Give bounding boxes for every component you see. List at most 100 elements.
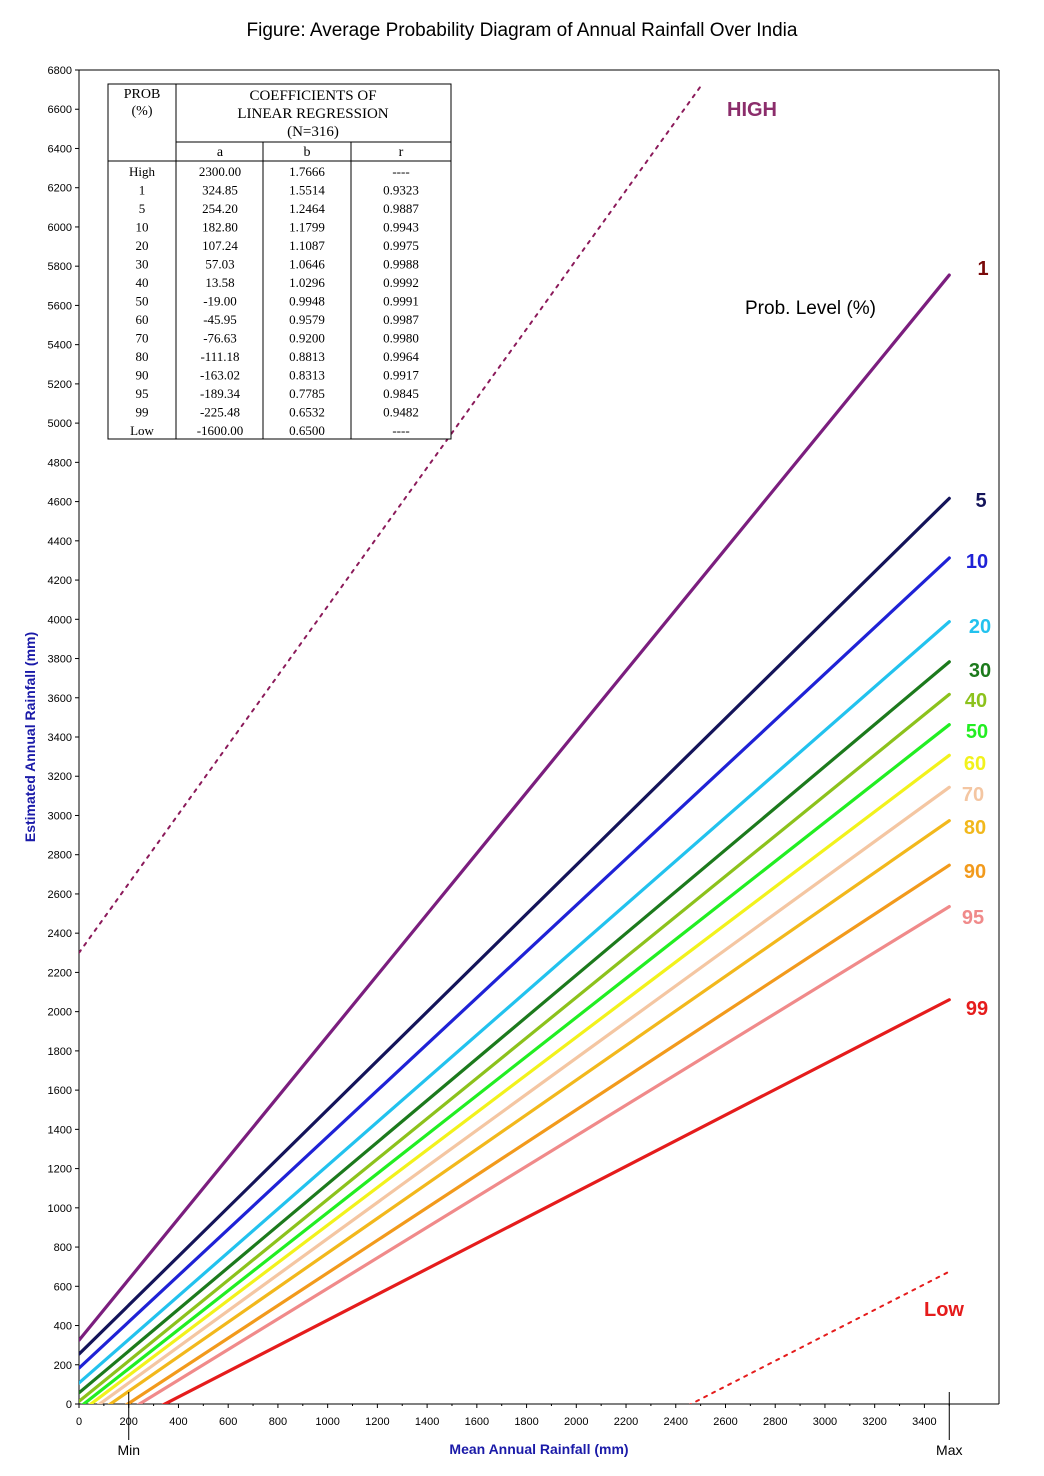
y-tick-label: 3600 [48, 693, 72, 705]
x-tick-label: 1400 [415, 1416, 439, 1428]
table-cell-r: 0.9845 [383, 386, 419, 401]
series-labels: HIGH 1 5 10 20 30 40 50 60 70 80 90 95 99 Low [727, 99, 991, 1321]
table-cell-prob: 20 [136, 238, 149, 253]
min-marker-label: Min [117, 1442, 140, 1458]
x-tick-label: 2000 [564, 1416, 588, 1428]
table-cell-a: 57.03 [205, 257, 234, 272]
table-cell-a: 2300.00 [199, 164, 241, 179]
y-tick-label: 2800 [48, 850, 72, 862]
table-cell-a: -19.00 [203, 294, 237, 309]
table-cell-b: 1.0296 [289, 275, 325, 290]
x-tick-label: 1000 [315, 1416, 339, 1428]
max-marker-label: Max [936, 1442, 962, 1458]
table-cell-b: 1.2464 [289, 201, 325, 216]
y-tick-label: 5400 [48, 340, 72, 352]
series-label-80: 80 [964, 817, 986, 839]
series-line-5 [79, 496, 951, 1356]
series-label-1: 1 [977, 258, 988, 280]
table-prob-header: PROB [124, 87, 161, 102]
table-coef-header-3: (N=316) [287, 124, 339, 140]
table-cell-b: 1.5514 [289, 183, 325, 198]
y-tick-label: 4000 [48, 614, 72, 626]
series-line-20 [79, 620, 951, 1385]
y-tick-label: 4800 [48, 457, 72, 469]
y-tick-label: 4600 [48, 497, 72, 509]
table-cell-b: 1.1799 [289, 220, 325, 235]
table-cell-b: 1.1087 [289, 238, 325, 253]
series-line-30 [79, 660, 951, 1395]
table-coef-header-2: LINEAR REGRESSION [237, 106, 388, 122]
table-cell-a: 107.24 [202, 238, 238, 253]
table-cell-prob: 95 [136, 386, 149, 401]
series-line-high [79, 85, 702, 954]
table-col-r: r [399, 145, 404, 160]
series-line-99 [161, 998, 951, 1404]
y-axis-ticks: 0 200 400 600 800 1000 1200 1400 1600 1800 2000 220… [48, 65, 79, 1411]
table-cell-prob: 70 [136, 331, 149, 346]
x-tick-label: 2800 [763, 1416, 787, 1428]
y-tick-label: 1800 [48, 1046, 72, 1058]
table-cell-prob: 99 [136, 405, 149, 420]
coefficients-table: PROB (%) COEFFICIENTS OF LINEAR REGRESSI… [107, 83, 452, 440]
series-line-90 [124, 863, 951, 1404]
table-cell-a: 13.58 [205, 275, 234, 290]
series-label-95: 95 [962, 907, 984, 929]
y-tick-label: 6200 [48, 183, 72, 195]
table-cell-b: 0.6500 [289, 423, 325, 438]
table-cell-a: -189.34 [200, 386, 241, 401]
x-tick-label: 600 [219, 1416, 237, 1428]
table-cell-b: 0.9948 [289, 294, 325, 309]
series-label-5: 5 [975, 490, 986, 512]
series-line-1 [79, 273, 951, 1342]
series-line-50 [81, 723, 951, 1404]
series-line-95 [136, 905, 951, 1404]
table-cell-r: 0.9917 [383, 368, 419, 383]
table-cell-r: ---- [392, 164, 409, 179]
y-tick-label: 2600 [48, 889, 72, 901]
table-cell-r: 0.9991 [383, 294, 419, 309]
table-col-a: a [217, 145, 224, 160]
table-cell-r: 0.9323 [383, 183, 419, 198]
table-cell-a: -225.48 [200, 405, 240, 420]
x-tick-label: 3400 [912, 1416, 936, 1428]
y-tick-label: 600 [54, 1281, 72, 1293]
table-cell-b: 0.6532 [289, 405, 325, 420]
series-label-10: 10 [966, 551, 988, 573]
series-line-10 [79, 556, 951, 1370]
y-tick-label: 6600 [48, 104, 72, 116]
x-tick-label: 3200 [862, 1416, 886, 1428]
y-tick-label: 3400 [48, 732, 72, 744]
x-tick-label: 2600 [713, 1416, 737, 1428]
table-cell-prob: 60 [136, 312, 149, 327]
table-cell-r: 0.9482 [383, 405, 419, 420]
series-label-60: 60 [964, 753, 986, 775]
table-cell-b: 0.9579 [289, 312, 325, 327]
table-cell-r: 0.9943 [383, 220, 419, 235]
y-tick-label: 1000 [48, 1203, 72, 1215]
table-cell-r: 0.9964 [383, 349, 419, 364]
series-line-80 [107, 819, 951, 1404]
table-cell-a: 254.20 [202, 201, 238, 216]
y-tick-label: 3800 [48, 654, 72, 666]
table-cell-a: -45.95 [203, 312, 237, 327]
x-tick-label: 800 [269, 1416, 287, 1428]
y-tick-label: 5200 [48, 379, 72, 391]
y-tick-label: 400 [54, 1321, 72, 1333]
table-cell-prob: 30 [136, 257, 149, 272]
series-label-40: 40 [965, 690, 987, 712]
x-axis-ticks: 0 200 400 600 800 1000 1200 1400 1600 1800 2000 220… [76, 1404, 950, 1428]
table-coef-header: COEFFICIENTS OF [249, 88, 376, 104]
series-label-90: 90 [964, 861, 986, 883]
series-line-40 [79, 692, 951, 1403]
table-cell-r: 0.9887 [383, 201, 419, 216]
series-lines [79, 85, 951, 1404]
x-tick-label: 1200 [365, 1416, 389, 1428]
y-tick-label: 800 [54, 1242, 72, 1254]
table-col-b: b [304, 145, 311, 160]
table-cell-b: 0.8813 [289, 349, 325, 364]
table-cell-r: 0.9980 [383, 331, 419, 346]
series-label-50: 50 [966, 721, 988, 743]
y-tick-label: 4400 [48, 536, 72, 548]
series-label-70: 70 [962, 784, 984, 806]
